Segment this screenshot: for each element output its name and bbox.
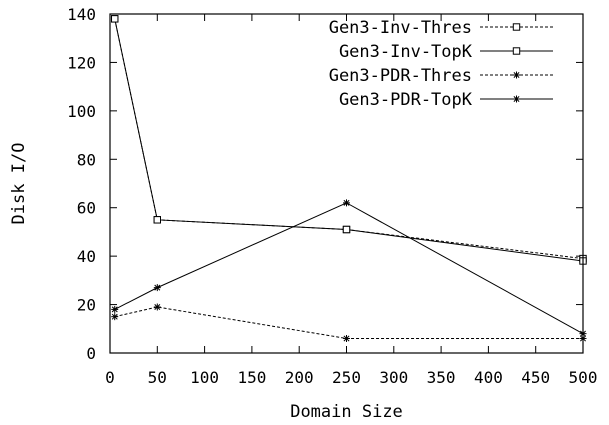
x-axis-label: Domain Size bbox=[290, 402, 403, 422]
y-tick-label: 20 bbox=[77, 296, 96, 315]
x-tick-label: 250 bbox=[332, 368, 361, 387]
legend-label: Gen3-PDR-Thres bbox=[329, 66, 472, 86]
data-point bbox=[153, 216, 162, 224]
legend: Gen3-Inv-Thres Gen3-Inv-TopK Gen3-PDR-Thre… bbox=[329, 18, 553, 110]
data-point bbox=[342, 225, 351, 234]
y-tick-label: 0 bbox=[86, 344, 96, 363]
legend-marker bbox=[512, 47, 521, 55]
data-point bbox=[153, 303, 161, 311]
axis-tick-labels: 0 50 100 150 200 250 300 350 400 450 500 0 20 40 60 80 1… bbox=[67, 5, 597, 387]
series-line bbox=[114, 18, 584, 262]
y-tick-label: 100 bbox=[67, 102, 96, 121]
legend-label: Gen3-Inv-TopK bbox=[339, 42, 473, 62]
x-tick-label: 350 bbox=[427, 368, 456, 387]
x-tick-label: 200 bbox=[285, 368, 314, 387]
legend-label: Gen3-PDR-TopK bbox=[339, 90, 473, 110]
x-tick-label: 50 bbox=[148, 368, 167, 387]
data-point bbox=[111, 313, 119, 321]
data-point bbox=[111, 15, 119, 23]
series-line bbox=[114, 202, 584, 335]
y-tick-label: 40 bbox=[77, 247, 96, 266]
data-point bbox=[111, 305, 119, 313]
axis-ticks bbox=[109, 13, 584, 354]
plot-frame bbox=[109, 13, 584, 354]
series-line bbox=[114, 306, 583, 339]
y-axis-label: Disk I/O bbox=[9, 143, 29, 225]
x-tick-label: 100 bbox=[190, 368, 219, 387]
x-tick-label: 0 bbox=[105, 368, 115, 387]
y-tick-label: 60 bbox=[77, 199, 96, 218]
x-tick-label: 150 bbox=[237, 368, 266, 387]
y-tick-label: 140 bbox=[67, 5, 96, 24]
x-tick-label: 300 bbox=[379, 368, 408, 387]
legend-marker bbox=[513, 71, 520, 79]
legend-marker bbox=[512, 23, 521, 31]
data-point bbox=[343, 199, 350, 207]
x-tick-label: 400 bbox=[474, 368, 503, 387]
y-tick-label: 120 bbox=[67, 53, 96, 72]
x-tick-label: 450 bbox=[521, 368, 550, 387]
legend-marker bbox=[513, 95, 520, 103]
legend-label: Gen3-Inv-Thres bbox=[329, 18, 472, 38]
series-layer bbox=[111, 15, 587, 342]
data-point bbox=[343, 334, 350, 342]
x-tick-label: 500 bbox=[569, 368, 598, 387]
y-tick-label: 80 bbox=[77, 150, 96, 169]
series-gen3-pdr-topk bbox=[111, 199, 587, 338]
data-point bbox=[153, 284, 161, 292]
series-gen3-pdr-thres bbox=[111, 303, 587, 342]
